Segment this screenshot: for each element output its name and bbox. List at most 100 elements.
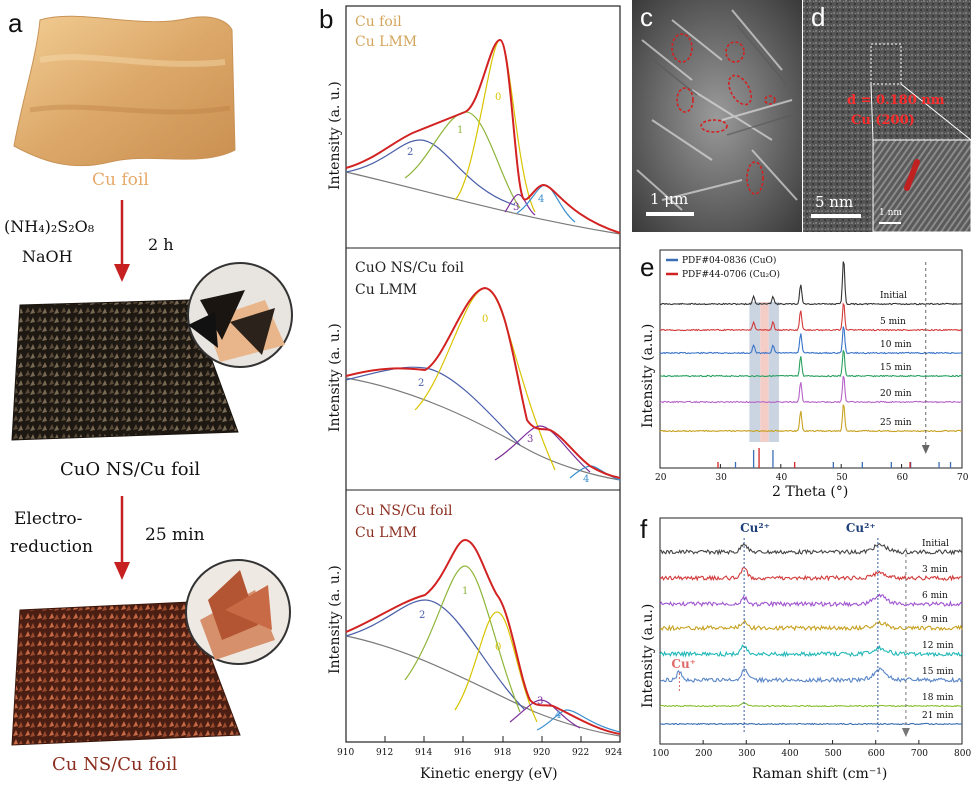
b-top-sample: Cu foil [355,14,402,30]
e-xtick: 70 [957,473,969,483]
b-bot-peak-2 [345,599,526,711]
panel-b-frame [345,5,621,743]
e-ylabel: Intensity (a.u.) [640,324,656,428]
b-bot-background [345,635,621,737]
panel-label-e: e [640,252,654,282]
b-bot-peak-label-0: 0 [495,642,501,653]
b-mid-sample: CuO NS/Cu foil [355,260,464,276]
panel-label-a: a [8,8,23,38]
b-top-peak-0 [454,39,536,213]
panel-c: c 1 μm [632,0,802,232]
e-trace-label: Initial [880,291,907,301]
e-xtick: 30 [715,473,727,483]
e-trace-15-min [659,350,963,378]
b-xtick: 922 [572,748,589,758]
panel-b: b Intensity (a. u.) Intensity (a. u.) In… [319,4,622,782]
e-xtick: 50 [836,473,848,483]
panel-label-c: c [640,2,653,32]
f-trace-3-min [659,567,963,582]
e-legend-label: PDF#44-0706 (Cu₂O) [682,269,780,280]
panel-e-chart: e Initial 5 min 10 min 15 min 20 min 25 min P… [640,249,969,500]
f-trace-label: 3 min [922,565,948,575]
b-top-peak-label-4: 4 [538,194,544,205]
sem-scale-bar [646,212,694,216]
b-bot-peak-label-2: 2 [419,610,425,621]
panel-d: d d = 0.180 nm Cu (200) 5 nm 1 nm [803,0,971,232]
cu-foil-illustration [13,15,236,167]
b-mid-peak-2 [345,366,521,446]
f-xtick: 200 [695,749,712,759]
e-xtick: 20 [655,473,667,483]
b-xtick: 916 [454,748,471,758]
f-trace-15-min [659,667,963,684]
b-bot-peak-3 [509,699,581,729]
f-xtick: 300 [738,749,755,759]
f-trace-12-min [659,644,963,658]
b-bot-peak-1 [404,565,521,713]
b-bot-sample: Cu NS/Cu foil [355,503,453,519]
b-top-peak-label-3: 3 [513,202,519,213]
e-xlabel: 2 Theta (°) [772,484,848,500]
sem-scale-label: 1 μm [650,190,688,208]
e-band-cu2o [760,302,769,442]
f-ylabel: Intensity (a.u.) [640,604,656,708]
e-trace-20-min [659,375,963,404]
e-trace-label: 10 min [880,340,912,350]
hrtem-inset-scale-label: 1 nm [879,208,902,218]
f-annotation: Cu²⁺ [740,521,770,535]
b-mid-peak-3 [494,425,591,473]
b-xtick: 910 [337,748,354,758]
b-top-background [345,171,621,235]
b-mid-peak-label-4: 4 [583,474,589,485]
e-xtick: 40 [776,473,788,483]
b-top-peak-label-0: 0 [495,92,501,103]
reagent-persulfate: (NH₄)₂S₂O₈ [4,217,94,236]
b-bot-peak-label-1: 1 [462,586,468,597]
b-mid-background [345,377,621,481]
e-band-cuo-1 [749,302,761,442]
f-trace-21-min [659,722,963,726]
f-xtick: 400 [781,749,798,759]
f-trace-label: 15 min [922,667,954,677]
hrtem-plane: Cu (200) [851,113,915,128]
b-bot-fit [345,538,621,735]
b-xtick: 924 [605,748,622,758]
f-annotation: Cu²⁺ [846,521,876,535]
f-xlabel: Raman shift (cm⁻¹) [752,766,887,782]
sem-highlight-ellipses [671,33,776,195]
electro-text-2: reduction [10,537,93,557]
b-mid-fit [345,286,621,479]
e-xtick: 60 [897,473,909,483]
f-xtick: 700 [911,749,928,759]
b-top-peak-2 [345,139,516,206]
hrtem-scale-bar [811,214,861,218]
b-x-axis: 910 912 914 916 918 920 922 924 Kinetic … [337,736,622,782]
cu-ns-illustration [11,601,241,746]
b-bot-peak-label-3: 3 [537,696,543,707]
hrtem-d-spacing: d = 0.180 nm [847,93,945,108]
reagent-naoh: NaOH [22,247,73,266]
f-xtick: 600 [868,749,885,759]
e-trace-initial [659,261,963,306]
b-top-peak-3 [504,193,536,216]
panel-label-f: f [640,514,648,544]
b-bot-peak-4 [536,709,621,733]
time-step-1: 2 h [148,235,174,254]
b-xtick: 912 [376,748,393,758]
f-trace-label: 12 min [922,641,954,651]
f-xtick: 500 [825,749,842,759]
b-mid-peak-label-2: 2 [418,378,424,389]
f-trace-label: 18 min [922,693,954,703]
b-bot-peak-label-4: 4 [555,710,561,721]
e-trace-label: 25 min [880,418,912,428]
time-step-2: 25 min [145,525,205,545]
f-trace-initial [659,542,963,556]
e-trace-10-min [659,326,963,355]
f-trace-label: 9 min [922,615,948,625]
e-trace-label: 5 min [880,317,906,327]
b-top-peak-label-2: 2 [407,147,413,158]
electro-text-1: Electro- [14,509,82,529]
f-frame [659,517,963,745]
b-top-lmm: Cu LMM [355,34,417,50]
panel-label-b: b [319,4,333,34]
